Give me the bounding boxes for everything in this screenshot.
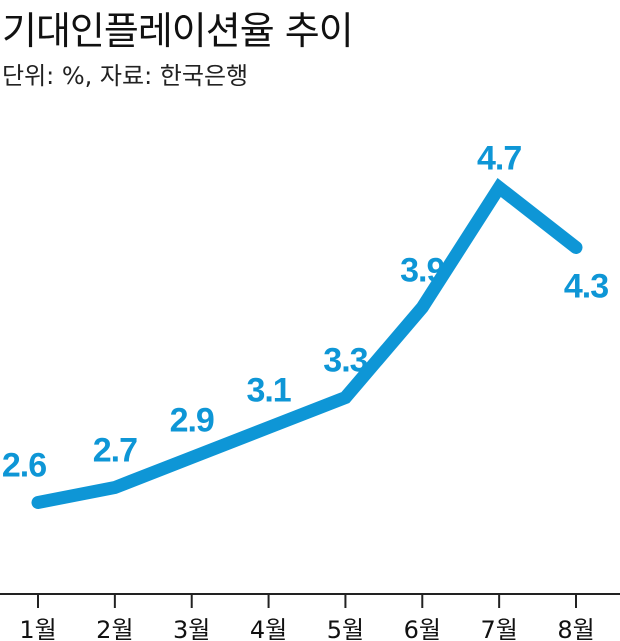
- x-tick-label-1: 1월: [19, 616, 56, 641]
- x-axis: [0, 593, 620, 608]
- chart-subtitle: 단위: %, 자료: 한국은행: [2, 62, 249, 90]
- chart-title: 기대인플레이션율 추이: [2, 9, 354, 53]
- x-tick-labels: 1월 2월 3월 4월 5월 6월 7월 8월: [19, 616, 594, 641]
- data-point-7: [498, 186, 501, 189]
- data-label-2: 2.7: [93, 432, 137, 470]
- data-point-4: [267, 426, 270, 429]
- series-line-group: [31, 177, 583, 509]
- data-point-5: [344, 396, 347, 399]
- data-point-8: [574, 246, 577, 249]
- data-label-8: 4.3: [564, 268, 608, 306]
- x-tick-label-6: 6월: [404, 616, 441, 641]
- data-label-5: 3.3: [323, 342, 367, 380]
- data-label-7: 4.7: [477, 140, 521, 178]
- data-label-3: 2.9: [170, 402, 214, 440]
- series-line: [31, 177, 583, 509]
- x-tick-label-2: 2월: [96, 616, 133, 641]
- x-tick-label-4: 4월: [250, 616, 287, 641]
- data-label-4: 3.1: [246, 372, 290, 410]
- x-tick-label-3: 3월: [173, 616, 210, 641]
- data-point-1: [37, 501, 39, 504]
- data-label-6: 3.9: [400, 252, 444, 290]
- data-point-3: [190, 456, 193, 459]
- data-point-6: [421, 306, 424, 309]
- x-tick-label-7: 7월: [480, 616, 517, 641]
- data-point-2: [113, 486, 116, 489]
- data-label-1: 2.6: [2, 447, 46, 485]
- data-labels: 2.6 2.7 2.9 3.1 3.3 3.9 4.7 4.3: [2, 140, 609, 485]
- x-tick-label-5: 5월: [327, 616, 364, 641]
- x-tick-label-8: 8월: [557, 616, 594, 641]
